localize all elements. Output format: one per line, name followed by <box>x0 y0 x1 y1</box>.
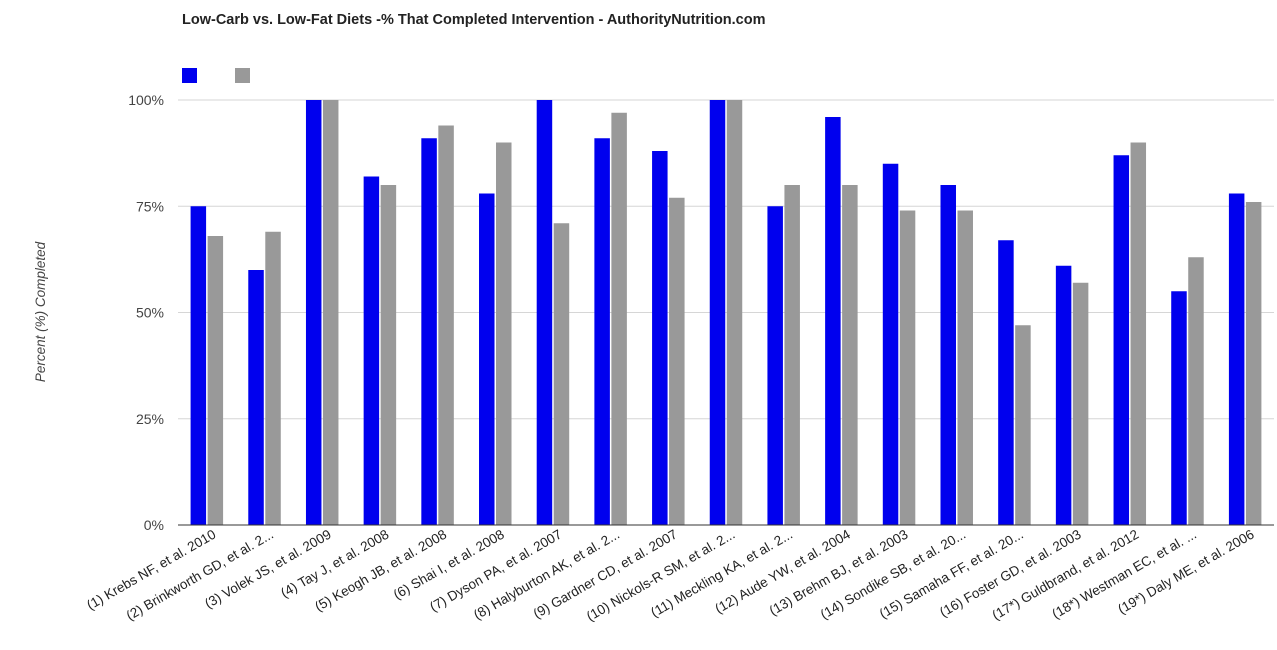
bar-series-1 <box>709 100 726 525</box>
bar-series-2 <box>207 236 224 525</box>
bar-series-2 <box>438 125 454 525</box>
bar-series-1 <box>363 176 380 525</box>
bar-series-2 <box>1245 202 1262 525</box>
bar-series-2 <box>553 223 570 525</box>
bar-series-1 <box>998 240 1014 525</box>
bar-series-2 <box>265 231 281 525</box>
bar-series-1 <box>479 193 495 525</box>
bar-series-1 <box>825 117 841 525</box>
bar-series-1 <box>1228 193 1245 525</box>
bars <box>190 100 1262 525</box>
bar-series-2 <box>1130 142 1147 525</box>
y-axis-ticks: 0% 25% 50% 75% 100% <box>128 92 164 533</box>
bar-series-2 <box>380 185 397 525</box>
bar-series-1 <box>882 163 899 525</box>
bar-series-1 <box>536 100 553 525</box>
bar-series-2 <box>842 185 858 525</box>
y-tick-label: 50% <box>136 305 164 321</box>
bar-series-1 <box>248 270 264 525</box>
bar-series-1 <box>940 185 956 525</box>
bar-series-2 <box>899 210 916 525</box>
bar-series-2 <box>669 197 685 525</box>
y-axis-label: Percent (%) Completed <box>33 241 48 382</box>
gridlines <box>178 99 1274 420</box>
bar-series-1 <box>1113 155 1130 525</box>
bar-series-2 <box>611 112 627 525</box>
bar-series-2 <box>1072 282 1089 525</box>
bar-series-1 <box>305 100 322 525</box>
bar-series-1 <box>1171 291 1187 525</box>
y-tick-label: 75% <box>136 198 164 214</box>
bar-series-1 <box>1055 265 1072 525</box>
bar-series-1 <box>652 151 668 525</box>
chart-title: Low-Carb vs. Low-Fat Diets -% That Compl… <box>182 12 766 28</box>
legend-swatch-series-1 <box>182 68 197 83</box>
bar-series-2 <box>1188 257 1204 525</box>
bar-series-2 <box>496 142 512 525</box>
legend-swatch-series-2 <box>235 68 250 83</box>
bar-series-2 <box>957 210 973 525</box>
bar-series-2 <box>784 185 800 525</box>
bar-series-2 <box>322 100 339 525</box>
bar-series-1 <box>421 138 437 525</box>
bar-series-1 <box>594 138 610 525</box>
bar-series-1 <box>767 206 783 525</box>
bar-series-2 <box>1015 325 1031 525</box>
x-axis-ticks: (1) Krebs NF, et al. 2010(2) Brinkworth … <box>84 526 1257 624</box>
y-tick-label: 100% <box>128 92 164 108</box>
y-tick-label: 25% <box>136 411 164 427</box>
bar-series-2 <box>726 100 743 525</box>
y-tick-label: 0% <box>144 517 164 533</box>
bar-series-1 <box>190 206 207 525</box>
